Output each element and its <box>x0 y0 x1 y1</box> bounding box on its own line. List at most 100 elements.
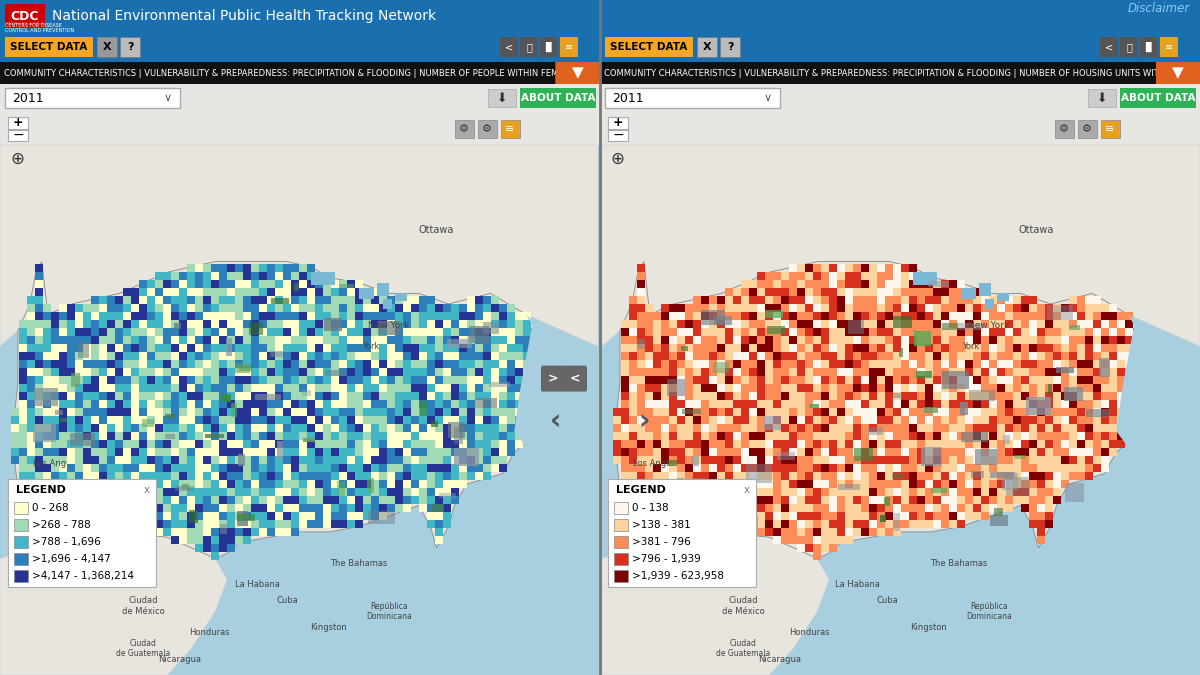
Polygon shape <box>0 145 598 346</box>
Bar <box>1037 352 1044 360</box>
Bar <box>448 340 472 348</box>
Bar <box>934 472 941 479</box>
Bar <box>0 84 600 112</box>
Bar <box>499 368 506 375</box>
Bar <box>757 280 764 288</box>
Bar <box>965 456 972 464</box>
Bar <box>1030 520 1037 527</box>
Bar <box>314 368 323 375</box>
Bar <box>227 464 234 472</box>
Bar <box>455 120 474 138</box>
Bar <box>749 280 756 288</box>
Bar <box>50 480 59 487</box>
Bar <box>314 312 323 319</box>
Bar <box>917 448 924 456</box>
Bar <box>67 432 74 439</box>
Bar <box>292 272 299 279</box>
Bar <box>220 432 227 439</box>
Bar <box>8 479 156 587</box>
Bar <box>371 432 378 439</box>
Bar <box>677 400 684 408</box>
Bar <box>331 472 338 479</box>
Bar <box>1109 392 1116 400</box>
Bar <box>925 416 932 423</box>
Bar <box>179 520 186 527</box>
Bar <box>458 440 467 448</box>
Bar <box>1006 344 1013 352</box>
Bar <box>766 392 773 400</box>
Bar <box>172 320 179 327</box>
Bar <box>694 360 701 367</box>
Bar <box>355 360 362 367</box>
Text: >1,939 - 623,958: >1,939 - 623,958 <box>632 571 724 581</box>
Bar <box>314 392 323 400</box>
Bar <box>1045 512 1052 520</box>
Bar <box>323 400 330 408</box>
Bar <box>790 480 797 487</box>
Bar <box>211 408 218 416</box>
Bar <box>1141 376 1148 383</box>
Bar <box>131 384 138 392</box>
Bar <box>838 464 845 472</box>
Bar <box>653 392 660 400</box>
Bar <box>1021 448 1028 456</box>
Bar <box>508 400 515 408</box>
Bar <box>677 416 684 423</box>
Bar <box>323 416 330 423</box>
Bar <box>323 504 330 512</box>
Bar <box>709 360 716 367</box>
Bar <box>395 304 402 311</box>
Bar <box>155 360 162 367</box>
Bar <box>901 480 908 487</box>
Bar <box>242 496 251 504</box>
Bar <box>925 472 932 479</box>
Bar <box>989 464 996 472</box>
Bar <box>482 472 491 479</box>
Bar <box>251 320 258 327</box>
Bar <box>845 400 852 408</box>
Bar <box>235 512 242 520</box>
Bar <box>74 528 83 535</box>
Bar <box>28 448 35 456</box>
Bar <box>50 528 59 535</box>
Bar <box>340 352 347 360</box>
Bar <box>458 400 467 408</box>
Bar <box>982 328 989 335</box>
Bar <box>266 480 275 487</box>
Bar <box>220 336 227 344</box>
Bar <box>941 312 948 319</box>
Bar <box>491 408 498 416</box>
Bar <box>74 368 83 375</box>
Bar <box>1117 408 1124 416</box>
Bar <box>194 520 203 527</box>
Bar <box>331 400 338 408</box>
Bar <box>436 528 443 535</box>
Bar <box>661 320 668 327</box>
Bar <box>179 400 186 408</box>
Bar <box>781 512 788 520</box>
Bar <box>190 510 198 523</box>
Bar <box>781 456 788 464</box>
Bar <box>1021 432 1028 439</box>
Polygon shape <box>515 315 556 447</box>
Bar <box>742 512 749 520</box>
Bar <box>482 464 491 472</box>
Bar <box>853 432 860 439</box>
Bar <box>277 441 283 460</box>
Bar <box>790 400 797 408</box>
Bar <box>451 312 458 319</box>
Bar <box>701 480 708 487</box>
Bar <box>314 488 323 495</box>
Bar <box>227 544 234 551</box>
Bar <box>395 456 402 464</box>
Bar <box>1056 367 1074 373</box>
Bar <box>1093 408 1100 416</box>
Bar <box>0 145 600 675</box>
Bar <box>757 272 764 279</box>
Bar <box>395 488 402 495</box>
Bar <box>653 328 660 335</box>
Bar <box>622 480 629 487</box>
Bar <box>139 528 146 535</box>
Bar <box>781 352 788 360</box>
Bar <box>1109 432 1116 439</box>
